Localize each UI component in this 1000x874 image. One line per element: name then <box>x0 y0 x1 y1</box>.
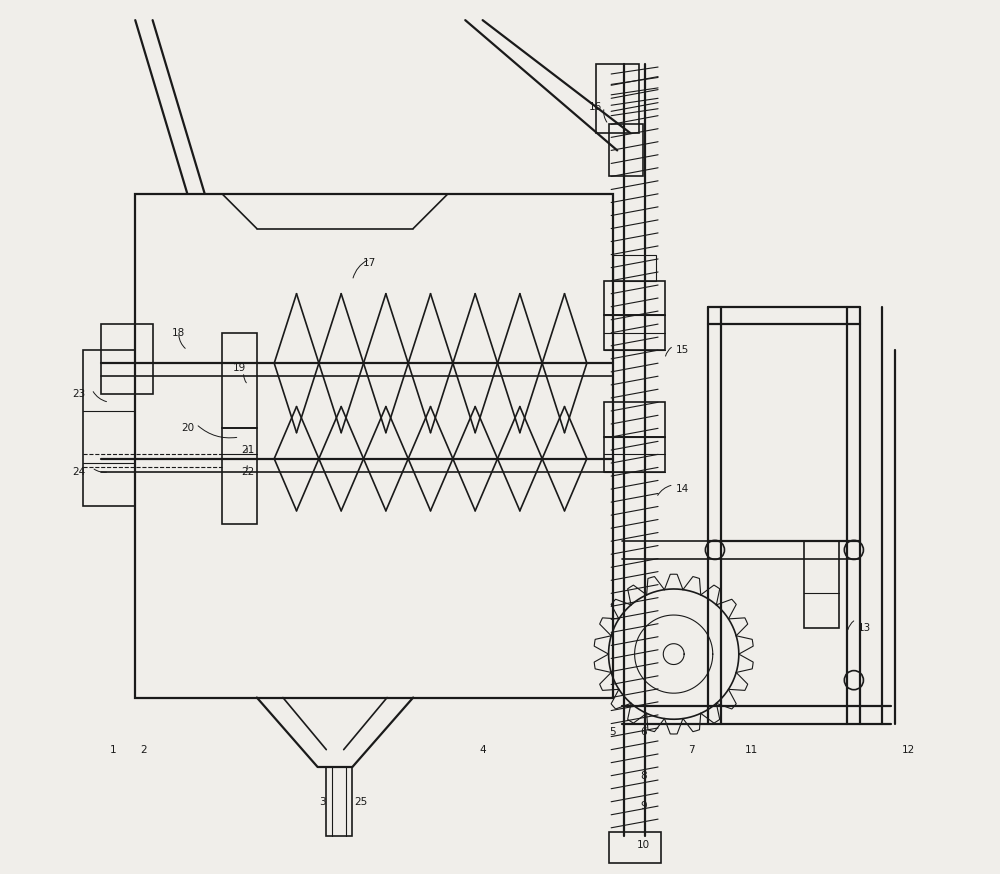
Text: 23: 23 <box>72 389 85 399</box>
Bar <box>604 316 665 350</box>
Text: 19: 19 <box>233 363 246 372</box>
Text: 22: 22 <box>242 467 255 476</box>
Text: 17: 17 <box>363 259 376 268</box>
Text: 13: 13 <box>858 623 871 633</box>
Text: 2: 2 <box>141 745 147 754</box>
Text: 1: 1 <box>110 745 117 754</box>
Bar <box>222 333 257 428</box>
Bar <box>135 194 613 697</box>
Bar <box>604 437 665 472</box>
Bar <box>804 541 839 628</box>
Text: 8: 8 <box>640 771 647 780</box>
Text: 24: 24 <box>72 467 85 476</box>
Text: 5: 5 <box>610 727 616 738</box>
Bar <box>609 124 643 177</box>
Bar <box>609 832 661 863</box>
Text: 16: 16 <box>589 102 602 112</box>
Bar <box>326 767 352 836</box>
Bar <box>596 64 639 133</box>
Bar <box>613 254 656 281</box>
Text: 25: 25 <box>354 797 368 807</box>
Text: 9: 9 <box>640 801 647 811</box>
Text: 11: 11 <box>745 745 758 754</box>
Bar <box>604 402 665 437</box>
Bar <box>101 324 153 393</box>
Text: 7: 7 <box>688 745 694 754</box>
Text: 3: 3 <box>319 797 325 807</box>
Text: 15: 15 <box>676 345 689 355</box>
Text: 18: 18 <box>172 328 185 337</box>
Bar <box>604 281 665 316</box>
Text: 21: 21 <box>242 445 255 455</box>
Text: 10: 10 <box>637 840 650 850</box>
Text: 4: 4 <box>479 745 486 754</box>
Text: 14: 14 <box>676 484 689 494</box>
Text: 6: 6 <box>640 727 647 738</box>
Bar <box>83 350 135 506</box>
Bar <box>222 428 257 524</box>
Text: 20: 20 <box>181 423 194 434</box>
Text: 12: 12 <box>902 745 915 754</box>
